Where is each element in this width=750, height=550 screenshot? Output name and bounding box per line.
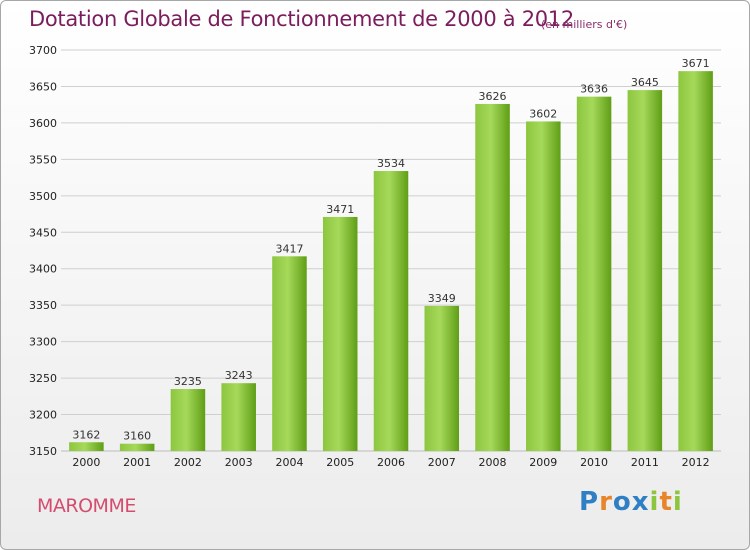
x-tick-label: 2009 (529, 456, 557, 469)
y-tick-label: 3400 (29, 263, 57, 276)
value-label: 3471 (326, 203, 354, 216)
y-tick-label: 3500 (29, 190, 57, 203)
x-axis: 2000 2001 2002 2003 2004 2005 2006 2007 2008 2009… (72, 456, 709, 469)
y-tick-label: 3250 (29, 372, 57, 385)
chart-unit: (en milliers d'€) (541, 18, 628, 31)
x-tick-label: 2005 (326, 456, 354, 469)
logo-letter: o (612, 487, 632, 517)
bar-2000 (69, 442, 104, 451)
bar-2006 (373, 171, 409, 451)
logo-letter: x (631, 487, 650, 517)
value-label: 3417 (275, 242, 303, 255)
bar-2007 (424, 305, 460, 451)
bar-2012 (678, 71, 713, 451)
value-label: 3626 (479, 90, 507, 103)
bar-2003 (221, 383, 256, 451)
chart-title: Dotation Globale de Fonctionnement de 20… (29, 7, 574, 31)
bar-2004 (272, 256, 307, 451)
bars (69, 71, 713, 452)
value-label: 3160 (123, 430, 151, 443)
bar-2002 (170, 389, 206, 451)
logo-letter: i (649, 487, 660, 517)
x-tick-label: 2000 (72, 456, 100, 469)
bar-2009 (526, 121, 561, 451)
x-tick-label: 2004 (275, 456, 303, 469)
bar-2011 (627, 90, 663, 451)
x-tick-label: 2010 (580, 456, 608, 469)
value-label: 3602 (529, 107, 557, 120)
y-tick-label: 3450 (29, 226, 57, 239)
y-tick-label: 3150 (29, 445, 57, 458)
logo-letter: t (659, 487, 673, 517)
value-label: 3243 (225, 369, 253, 382)
y-tick-label: 3200 (29, 409, 57, 422)
x-tick-label: 2007 (428, 456, 456, 469)
logo-letter: r (599, 487, 613, 517)
commune-name: MAROMME (37, 495, 136, 517)
value-label: 3534 (377, 157, 405, 170)
x-tick-label: 2008 (479, 456, 507, 469)
x-tick-label: 2001 (123, 456, 151, 469)
value-label: 3636 (580, 83, 608, 96)
x-tick-label: 2011 (631, 456, 659, 469)
y-tick-label: 3650 (29, 80, 57, 93)
y-tick-label: 3700 (29, 44, 57, 57)
x-tick-label: 2003 (225, 456, 253, 469)
y-axis: 3150 3200 3250 3300 3350 3400 3450 3500 3550 3600… (29, 44, 57, 458)
y-tick-label: 3300 (29, 336, 57, 349)
proxiti-logo[interactable]: Proxiti (579, 487, 683, 517)
logo-letter: i (672, 487, 683, 517)
bar-2010 (576, 96, 612, 452)
x-tick-label: 2006 (377, 456, 405, 469)
bar-2008 (475, 103, 510, 451)
y-tick-label: 3550 (29, 153, 57, 166)
x-tick-label: 2002 (174, 456, 202, 469)
value-label: 3645 (631, 76, 659, 89)
value-label: 3235 (174, 375, 202, 388)
y-tick-label: 3350 (29, 299, 57, 312)
logo-letter: P (579, 487, 600, 517)
data-labels: 3162 3160 3235 3243 3417 3471 3534 3349 3626 3602… (72, 57, 709, 443)
value-label: 3162 (72, 428, 100, 441)
value-label: 3671 (682, 57, 710, 70)
value-label: 3349 (428, 292, 456, 305)
bar-2001 (119, 443, 155, 451)
bar-2005 (322, 216, 358, 451)
y-tick-label: 3600 (29, 117, 57, 130)
x-tick-label: 2012 (682, 456, 710, 469)
